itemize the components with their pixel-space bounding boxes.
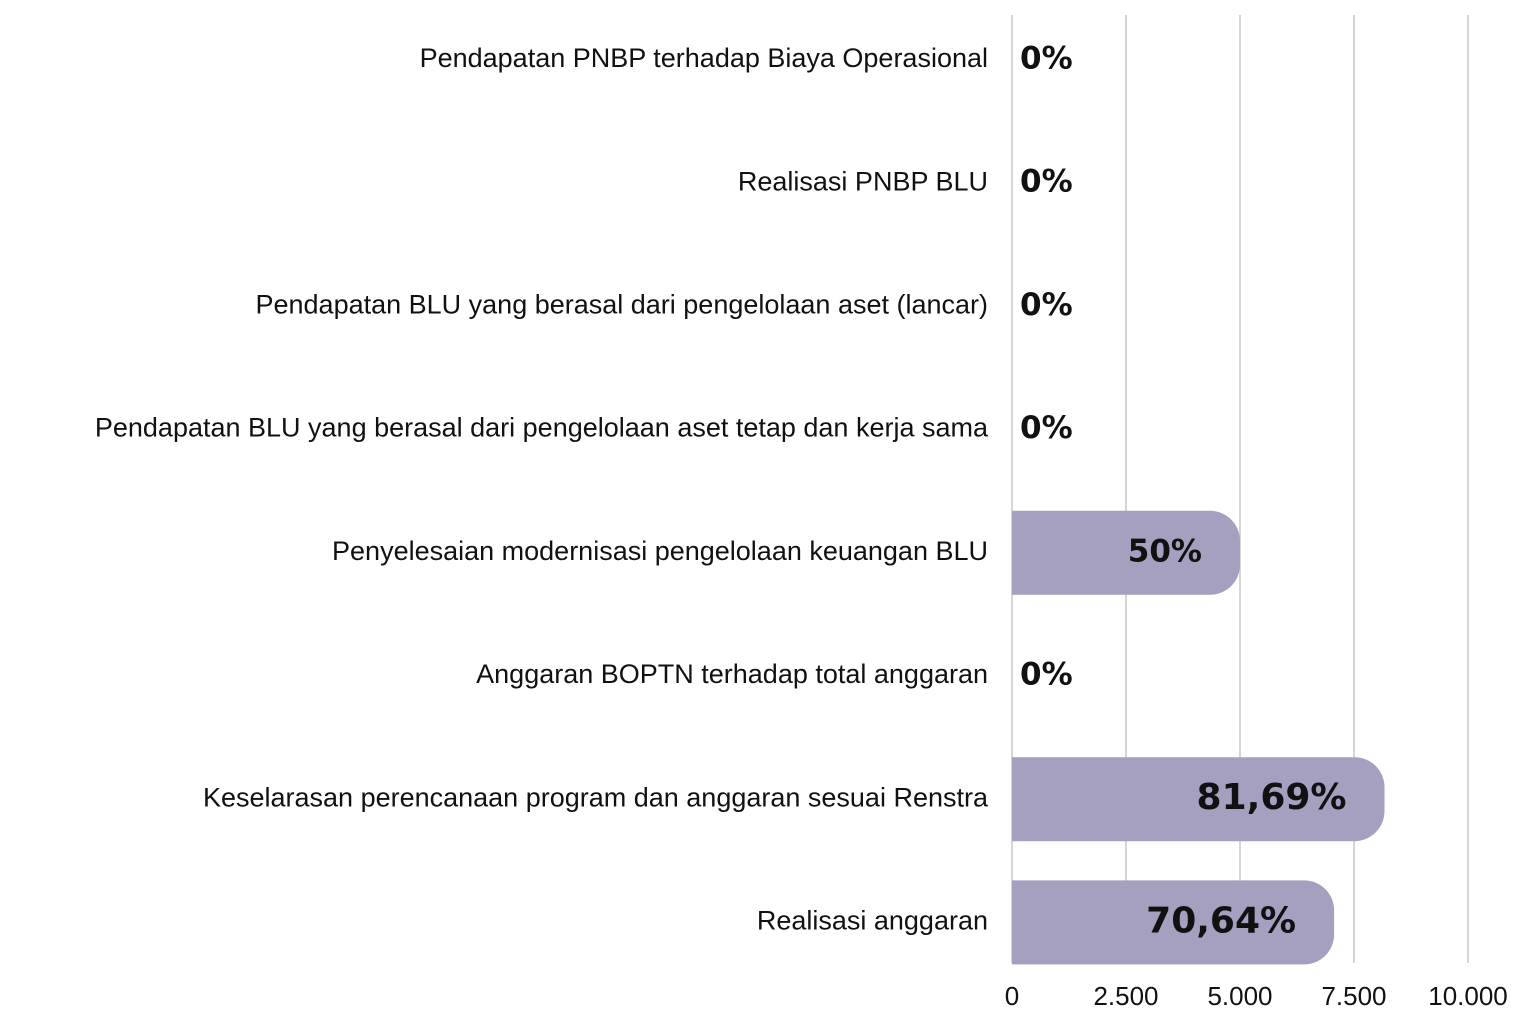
y-tick-label: Keselarasan perencanaan program dan angg… [203,782,989,812]
bar [1012,757,1385,842]
value-label: 81,69% [1197,777,1347,818]
value-label: 50% [1128,533,1202,569]
x-tick-label: 0 [1005,981,1019,1011]
value-label: 0% [1020,164,1073,200]
value-label: 0% [1020,657,1073,693]
y-tick-label: Penyelesaian modernisasi pengelolaan keu… [332,536,988,566]
value-label: 0% [1020,41,1073,77]
y-tick-label: Pendapatan BLU yang berasal dari pengelo… [95,413,989,443]
x-tick-label: 2.500 [1093,981,1158,1011]
bar [1012,880,1335,965]
value-label: 0% [1020,287,1073,323]
x-tick-label: 5.000 [1207,981,1272,1011]
y-tick-label: Pendapatan PNBP terhadap Biaya Operasion… [420,43,988,73]
y-tick-label: Anggaran BOPTN terhadap total anggaran [476,659,988,689]
x-tick-label: 7.500 [1321,981,1386,1011]
bar [1012,510,1240,595]
y-tick-label: Realisasi anggaran [757,906,988,936]
value-label: 0% [1020,410,1073,446]
x-tick-label: 10.000 [1428,981,1508,1011]
y-tick-label: Pendapatan BLU yang berasal dari pengelo… [256,290,989,320]
value-label: 70,64% [1146,900,1296,941]
y-tick-label: Realisasi PNBP BLU [738,166,988,196]
